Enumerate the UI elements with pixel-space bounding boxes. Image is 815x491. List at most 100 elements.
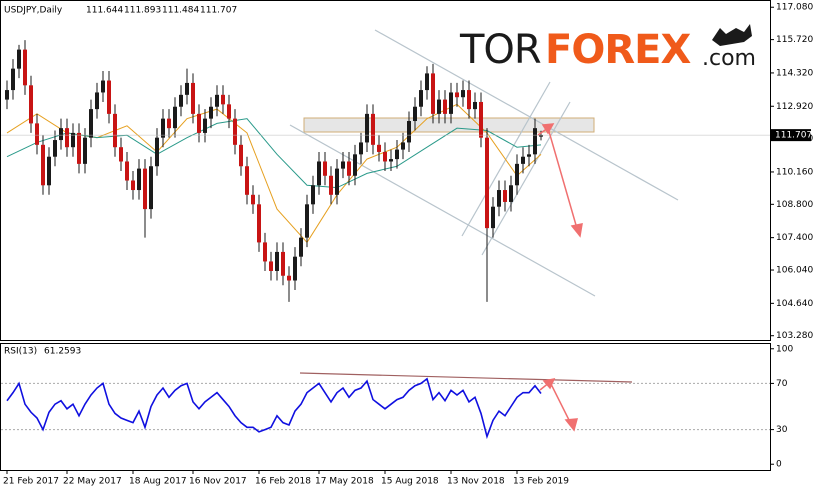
symbol-title: USDJPY,Daily	[4, 6, 63, 16]
candle-body	[293, 256, 297, 281]
candle-body	[485, 137, 489, 229]
candle-body	[47, 156, 51, 186]
ohlc-open: 111.644	[86, 6, 123, 16]
y-tick-label: 115.720	[776, 35, 813, 45]
candle-body	[503, 190, 507, 202]
candle-body	[203, 118, 207, 133]
y-tick-label: 114.320	[776, 68, 813, 78]
candle-body	[509, 185, 513, 202]
y-tick-label: 0	[776, 460, 782, 470]
candle-body	[41, 144, 45, 186]
candle-body	[161, 118, 165, 138]
y-tick-label: 106.040	[776, 266, 813, 276]
y-tick-label: 112.920	[776, 102, 813, 112]
candle-body	[239, 144, 243, 167]
candle-body	[65, 128, 69, 148]
candle-body	[95, 92, 99, 110]
candle-body	[443, 99, 447, 114]
candle-body	[281, 251, 285, 276]
candle-body	[191, 82, 195, 114]
candle-body	[287, 275, 291, 281]
x-tick-label: 17 May 2018	[315, 477, 374, 487]
candle-body	[305, 204, 309, 238]
candle-body	[377, 144, 381, 152]
x-tick-label: 13 Feb 2019	[513, 477, 569, 487]
candle-body	[53, 140, 57, 157]
candle-body	[251, 194, 255, 205]
candle-body	[197, 113, 201, 133]
candle-body	[413, 106, 417, 122]
candle-body	[431, 73, 435, 114]
y-tick-label: 117.080	[776, 3, 813, 13]
candle-body	[467, 90, 471, 110]
candle-body	[419, 90, 423, 107]
candle-body	[473, 101, 477, 110]
ohlc-low: 111.484	[162, 6, 199, 16]
candle-body	[479, 101, 483, 138]
forecast-arrows	[537, 123, 583, 432]
candle-body	[341, 161, 345, 169]
candle-body	[173, 106, 177, 129]
logo-text: FOREX	[545, 27, 691, 73]
candle-body	[59, 128, 63, 141]
bull-icon	[712, 24, 752, 46]
candle-body	[263, 242, 267, 262]
candle-body	[113, 113, 117, 148]
candle-body	[17, 49, 21, 69]
y-tick-label: 100	[776, 344, 793, 354]
y-tick-label: 103.280	[776, 331, 813, 341]
y-tick-label: 70	[776, 379, 788, 389]
trend-line	[289, 124, 596, 297]
y-tick-label: 30	[776, 425, 788, 435]
candle-body	[167, 118, 171, 129]
ohlc-high: 111.893	[124, 6, 161, 16]
candle-body	[83, 137, 87, 164]
candle-body	[311, 185, 315, 205]
candle-body	[119, 147, 123, 162]
x-tick-label: 22 May 2017	[63, 477, 122, 487]
candle-body	[23, 49, 27, 86]
logo-text: .com	[702, 46, 756, 71]
candle-body	[275, 251, 279, 271]
candle-body	[137, 168, 141, 191]
candle-body	[221, 94, 225, 105]
logo-text: TOR	[459, 27, 541, 73]
candle-body	[269, 261, 273, 271]
x-tick-label: 15 Aug 2018	[381, 477, 439, 487]
candle-body	[497, 190, 501, 207]
candle-body	[245, 166, 249, 195]
trend-line	[374, 29, 679, 201]
candle-body	[77, 132, 81, 164]
candle-body	[461, 90, 465, 98]
candle-body	[71, 132, 75, 148]
candle-body	[323, 161, 327, 176]
resistance-zone	[303, 117, 595, 133]
trend-line	[481, 101, 571, 256]
candle-body	[401, 142, 405, 150]
trend-line	[461, 81, 551, 237]
y-tick-label: 107.400	[776, 233, 813, 243]
rsi-label: RSI(13)	[4, 347, 37, 357]
rsi-value: 61.2593	[44, 347, 81, 357]
candle-body	[257, 204, 261, 243]
candle-body	[215, 94, 219, 107]
candle-body	[455, 92, 459, 98]
candle-body	[521, 156, 525, 164]
candle-body	[437, 99, 441, 114]
candle-body	[131, 180, 135, 191]
logo: TOR FOREX .com	[459, 24, 756, 73]
y-tick-label: 110.160	[776, 167, 813, 177]
candle-body	[491, 206, 495, 229]
rsi-panel	[0, 343, 771, 471]
x-tick-label: 16 Nov 2017	[189, 477, 247, 487]
moving-average	[6, 118, 542, 189]
candle-body	[533, 128, 537, 155]
candle-body	[5, 90, 9, 100]
candle-body	[395, 149, 399, 160]
candle-body	[347, 161, 351, 176]
candle-body	[539, 135, 543, 137]
candle-body	[149, 166, 153, 210]
candle-body	[407, 121, 411, 143]
candle-body	[515, 163, 519, 186]
